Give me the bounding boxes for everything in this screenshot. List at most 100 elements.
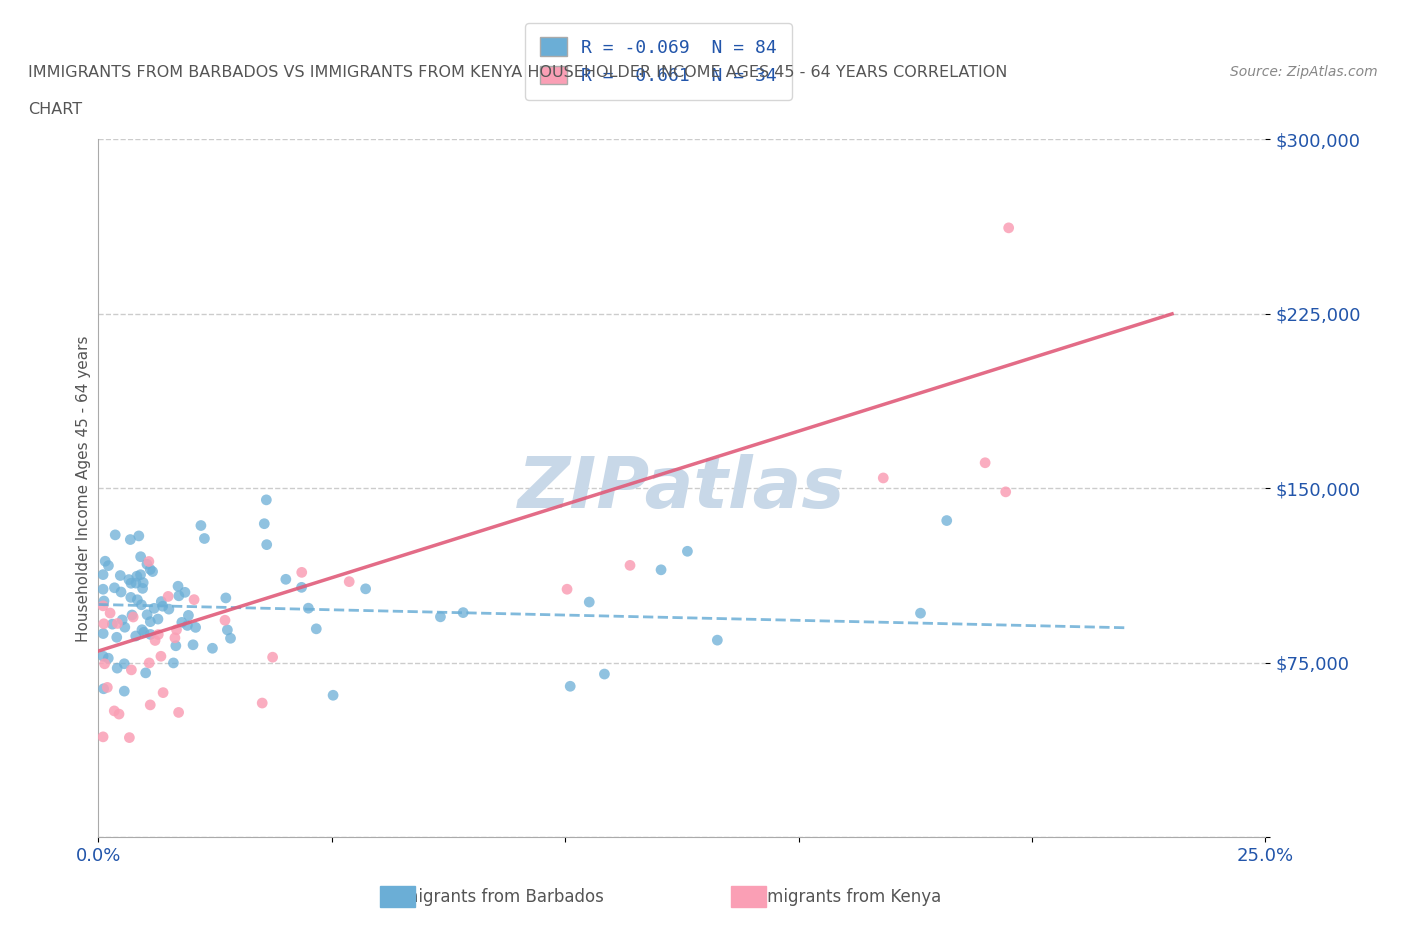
Point [112,684,135,698]
Point [103,580,125,595]
Point [910,605,932,620]
Text: CHART: CHART [28,102,82,117]
Point [143,601,166,616]
Point [274,572,297,587]
Point [152,599,174,614]
Point [214,613,236,628]
Point [136,607,159,622]
Point [217,622,239,637]
Point [872,471,894,485]
Legend: R = -0.069  N = 84, R =  0.661  N = 34: R = -0.069 N = 84, R = 0.661 N = 34 [526,23,792,100]
Point [114,619,136,634]
Point [183,592,205,607]
Point [170,615,193,630]
Point [97,651,120,666]
Point [297,601,319,616]
Point [201,641,224,656]
Point [125,576,148,591]
Point [619,558,641,573]
Point [91,582,114,597]
Point [157,602,180,617]
Text: Immigrants from Kenya: Immigrants from Kenya [747,888,941,906]
Point [93,682,115,697]
Point [560,679,582,694]
Point [167,578,190,593]
Point [93,617,115,631]
Point [974,456,997,471]
Point [143,633,166,648]
Point [108,707,131,722]
Point [593,667,616,682]
Point [131,581,153,596]
Point [120,532,142,547]
Point [94,553,117,568]
Point [139,614,162,629]
Point [93,593,115,608]
Y-axis label: Householder Income Ages 45 - 64 years: Householder Income Ages 45 - 64 years [76,335,91,642]
Point [98,605,121,620]
Point [127,592,149,607]
Point [157,589,180,604]
Point [190,518,212,533]
Text: Immigrants from Barbados: Immigrants from Barbados [381,888,603,906]
Point [215,591,238,605]
Point [451,605,474,620]
Point [253,516,276,531]
Point [354,581,377,596]
Point [132,625,155,640]
Point [997,220,1019,235]
Point [165,638,187,653]
Point [128,528,150,543]
Point [139,562,162,577]
Point [429,609,451,624]
Point [139,698,162,712]
Point [162,656,184,671]
Point [167,589,190,604]
Point [93,657,115,671]
Point [96,680,118,695]
Point [129,550,152,565]
Point [91,567,114,582]
Point [110,568,132,583]
Point [152,685,174,700]
Point [254,492,277,507]
Point [322,688,344,703]
Point [131,597,153,612]
Text: ZIPatlas: ZIPatlas [519,454,845,523]
Point [174,585,197,600]
Point [103,703,125,718]
Point [104,527,127,542]
Point [650,563,672,578]
Point [129,567,152,582]
Point [139,627,162,642]
Point [136,557,159,572]
Point [91,649,114,664]
Point [120,590,142,604]
Point [132,576,155,591]
Point [676,544,699,559]
Point [131,622,153,637]
Point [555,582,578,597]
Point [994,485,1017,499]
Point [122,609,145,624]
Point [166,622,188,637]
Point [167,705,190,720]
Point [120,576,142,591]
Point [120,662,142,677]
Point [105,630,128,644]
Point [110,585,132,600]
Point [256,538,278,552]
Point [91,729,114,744]
Point [91,626,114,641]
Text: Source: ZipAtlas.com: Source: ZipAtlas.com [1230,65,1378,79]
Text: IMMIGRANTS FROM BARBADOS VS IMMIGRANTS FROM KENYA HOUSEHOLDER INCOME AGES 45 - 6: IMMIGRANTS FROM BARBADOS VS IMMIGRANTS F… [28,65,1008,80]
Point [290,580,312,595]
Point [111,613,134,628]
Point [337,574,360,589]
Point [107,616,129,631]
Point [149,649,172,664]
Point [163,631,186,645]
Point [150,594,173,609]
Point [935,513,957,528]
Point [193,531,215,546]
